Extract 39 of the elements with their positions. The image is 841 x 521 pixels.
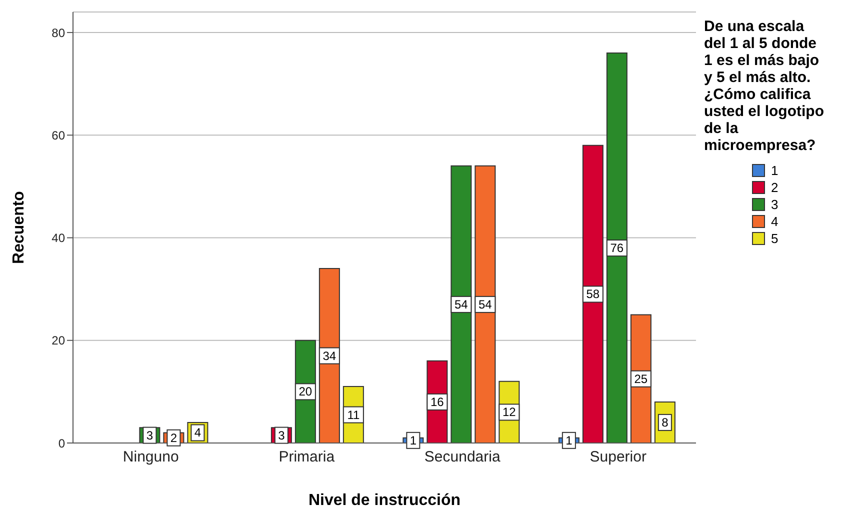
bar: [582, 144, 604, 443]
data-label: 1: [410, 433, 417, 448]
y-tick-label: 60: [52, 128, 66, 142]
x-tick-label: Ninguno: [122, 448, 179, 466]
y-tick-label: 40: [52, 231, 66, 246]
data-label: 11: [347, 408, 360, 422]
data-label: 76: [610, 241, 624, 256]
x-tick-label: Secundaria: [424, 448, 501, 466]
bar: [318, 268, 340, 443]
data-label: 2: [170, 430, 178, 445]
legend-label: 2: [771, 180, 778, 195]
x-axis-title: Nivel de instrucción: [308, 492, 461, 509]
data-label: 1: [566, 433, 573, 448]
y-tick-label: 20: [52, 334, 66, 348]
data-label: 8: [662, 415, 669, 430]
legend-label: 5: [771, 231, 778, 246]
data-label: 54: [478, 297, 492, 312]
data-label: 20: [298, 384, 312, 399]
x-tick-label: Superior: [590, 448, 646, 466]
legend-title: De una escala del 1 al 5 donde 1 es el más bajo y 5 el más alto. ¿Cómo califica usted el logotipo de la microempresa?: [704, 18, 825, 154]
legend-label: 4: [771, 214, 778, 229]
legend-label: 1: [771, 163, 778, 178]
data-label: 34: [322, 348, 336, 363]
bar: [474, 165, 496, 443]
bar: [606, 52, 628, 443]
data-label: 58: [586, 287, 600, 302]
y-axis-title: Recuento: [10, 190, 28, 264]
bar: [450, 165, 472, 443]
data-label: 4: [194, 426, 202, 440]
data-label: 3: [278, 428, 286, 442]
data-label: 16: [430, 394, 444, 409]
legend-label: 3: [771, 197, 778, 212]
data-label: 3: [146, 428, 154, 442]
data-label: 54: [454, 297, 468, 312]
y-tick-label: 80: [52, 26, 66, 40]
data-label: 12: [502, 405, 516, 420]
x-tick-label: Primaria: [278, 448, 336, 466]
y-tick-label: 0: [58, 436, 66, 450]
data-label: 25: [634, 372, 648, 386]
